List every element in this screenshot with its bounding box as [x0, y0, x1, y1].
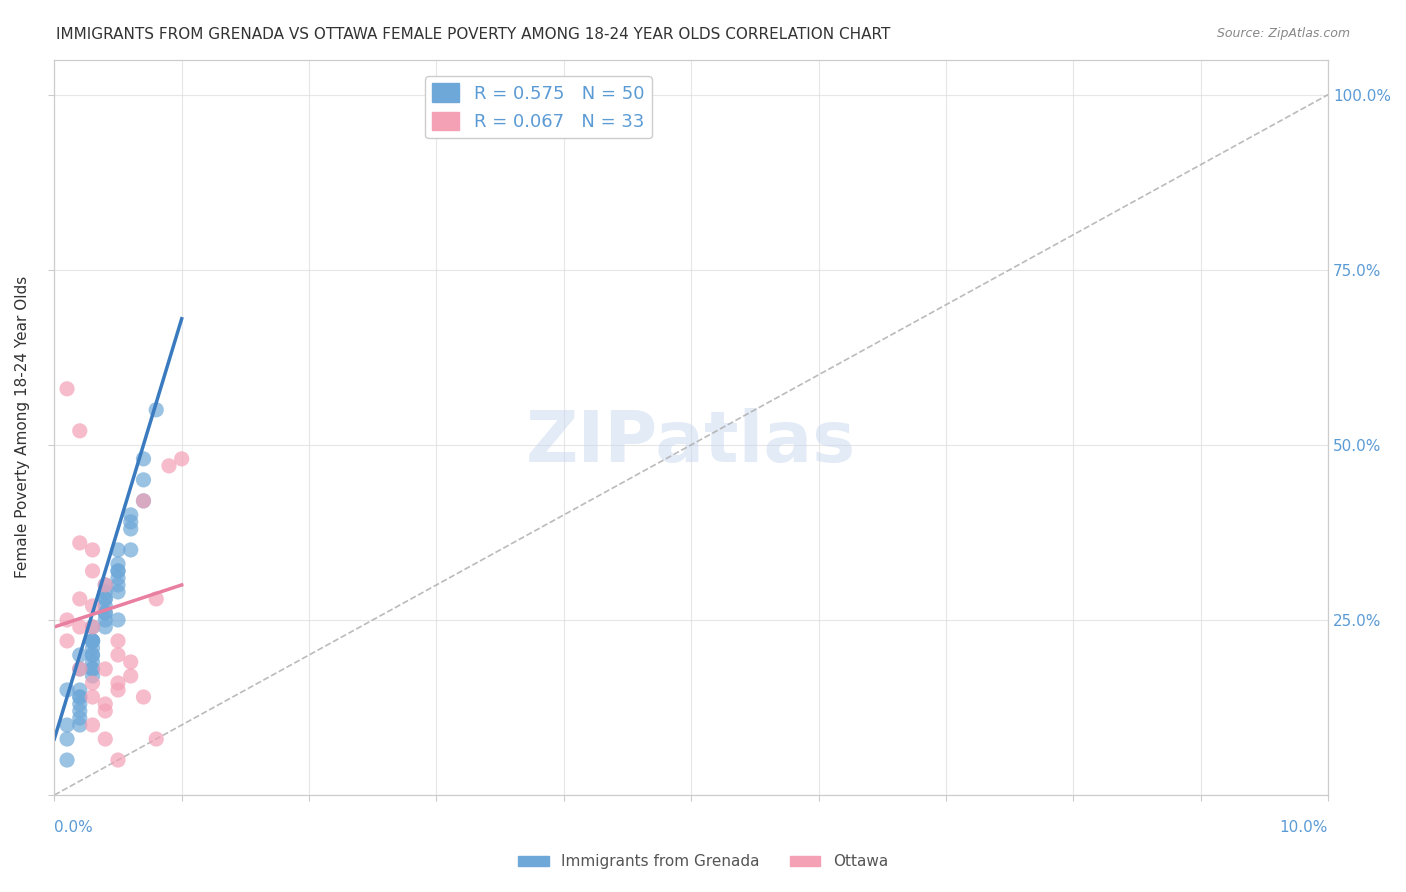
- Point: [94, 732, 117, 747]
- Point: [120, 515, 142, 529]
- Point: [69, 662, 91, 676]
- Point: [94, 697, 117, 711]
- Point: [82, 648, 104, 662]
- Point: [56, 718, 79, 732]
- Point: [82, 648, 104, 662]
- Point: [120, 508, 142, 522]
- Point: [94, 613, 117, 627]
- Point: [107, 613, 129, 627]
- Point: [132, 451, 155, 466]
- Point: [132, 494, 155, 508]
- Point: [94, 591, 117, 606]
- Text: Source: ZipAtlas.com: Source: ZipAtlas.com: [1216, 27, 1350, 40]
- Point: [69, 697, 91, 711]
- Point: [69, 718, 91, 732]
- Point: [107, 542, 129, 557]
- Point: [69, 683, 91, 698]
- Point: [107, 557, 129, 571]
- Point: [107, 648, 129, 662]
- Point: [82, 634, 104, 648]
- Point: [82, 634, 104, 648]
- Point: [120, 669, 142, 683]
- Point: [107, 571, 129, 585]
- Point: [82, 662, 104, 676]
- Point: [120, 522, 142, 536]
- Point: [56, 683, 79, 698]
- Point: [69, 591, 91, 606]
- Point: [82, 690, 104, 704]
- Text: ZIPatlas: ZIPatlas: [526, 408, 856, 476]
- Point: [132, 494, 155, 508]
- Point: [82, 640, 104, 655]
- Point: [82, 620, 104, 634]
- Point: [120, 542, 142, 557]
- Point: [56, 732, 79, 747]
- Point: [145, 591, 167, 606]
- Point: [107, 634, 129, 648]
- Text: 10.0%: 10.0%: [1279, 820, 1329, 835]
- Point: [94, 606, 117, 620]
- Point: [107, 753, 129, 767]
- Y-axis label: Female Poverty Among 18-24 Year Olds: Female Poverty Among 18-24 Year Olds: [15, 277, 30, 578]
- Point: [94, 578, 117, 592]
- Point: [94, 620, 117, 634]
- Point: [82, 542, 104, 557]
- Point: [94, 591, 117, 606]
- Point: [82, 662, 104, 676]
- Point: [107, 683, 129, 698]
- Point: [170, 451, 193, 466]
- Point: [94, 578, 117, 592]
- Point: [82, 718, 104, 732]
- Text: 0.0%: 0.0%: [55, 820, 93, 835]
- Text: IMMIGRANTS FROM GRENADA VS OTTAWA FEMALE POVERTY AMONG 18-24 YEAR OLDS CORRELATI: IMMIGRANTS FROM GRENADA VS OTTAWA FEMALE…: [56, 27, 890, 42]
- Point: [145, 402, 167, 417]
- Point: [107, 585, 129, 599]
- Point: [94, 585, 117, 599]
- Point: [145, 732, 167, 747]
- Point: [69, 690, 91, 704]
- Point: [69, 662, 91, 676]
- Point: [69, 690, 91, 704]
- Point: [82, 634, 104, 648]
- Point: [132, 473, 155, 487]
- Legend: Immigrants from Grenada, Ottawa: Immigrants from Grenada, Ottawa: [512, 848, 894, 875]
- Point: [94, 662, 117, 676]
- Point: [56, 753, 79, 767]
- Point: [94, 606, 117, 620]
- Point: [107, 578, 129, 592]
- Point: [107, 564, 129, 578]
- Point: [82, 599, 104, 613]
- Point: [120, 655, 142, 669]
- Point: [82, 676, 104, 690]
- Point: [56, 382, 79, 396]
- Point: [69, 536, 91, 550]
- Point: [69, 704, 91, 718]
- Legend: R = 0.575   N = 50, R = 0.067   N = 33: R = 0.575 N = 50, R = 0.067 N = 33: [425, 76, 651, 138]
- Point: [107, 564, 129, 578]
- Point: [82, 564, 104, 578]
- Point: [56, 613, 79, 627]
- Point: [69, 648, 91, 662]
- Point: [82, 620, 104, 634]
- Point: [69, 620, 91, 634]
- Point: [82, 634, 104, 648]
- Point: [107, 676, 129, 690]
- Point: [157, 458, 180, 473]
- Point: [94, 599, 117, 613]
- Point: [69, 424, 91, 438]
- Point: [82, 669, 104, 683]
- Point: [69, 711, 91, 725]
- Point: [56, 634, 79, 648]
- Point: [94, 704, 117, 718]
- Point: [132, 690, 155, 704]
- Point: [82, 655, 104, 669]
